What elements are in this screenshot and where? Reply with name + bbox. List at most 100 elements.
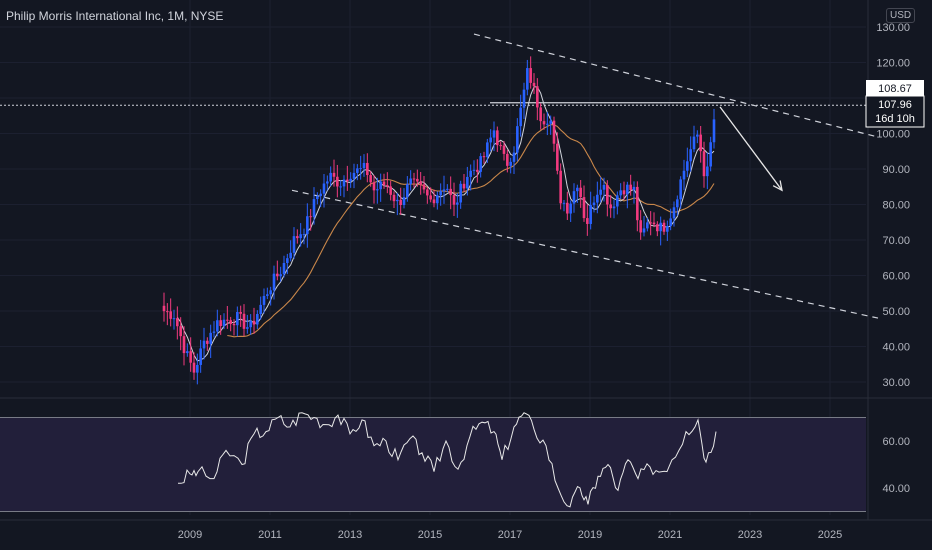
candle-body: [382, 181, 386, 186]
price-tick-label: 60.00: [882, 271, 910, 283]
candle-body: [392, 194, 396, 202]
price-tick-label: 70.00: [882, 235, 910, 247]
candle-body: [216, 320, 219, 332]
candle-body: [306, 216, 309, 235]
candle-body: [499, 145, 502, 147]
rsi-panel: 60.00 40.00: [0, 412, 910, 512]
candle-body: [229, 320, 232, 324]
candle-body: [259, 304, 262, 314]
high-price-tag: [866, 80, 924, 96]
candle-body: [289, 252, 292, 259]
candle-body: [416, 178, 419, 182]
candle-body: [329, 172, 332, 182]
candle-body: [479, 156, 482, 172]
candle-body: [369, 175, 372, 183]
candle-body: [572, 191, 576, 204]
candle-body: [346, 179, 349, 182]
candle-body: [459, 183, 462, 203]
fast-moving-average: [176, 86, 715, 362]
candle-body: [702, 151, 706, 177]
candle-body: [256, 313, 259, 325]
candle-body: [342, 179, 346, 187]
rsi-tick-label: 40.00: [882, 483, 910, 495]
candle-body: [206, 340, 209, 344]
candle-body: [486, 142, 489, 158]
candle-body: [386, 185, 389, 187]
candle-body: [586, 218, 589, 224]
candle-body: [332, 172, 336, 177]
countdown-label: 16d 10h: [875, 113, 915, 125]
candle-body: [166, 311, 169, 313]
candle-body: [252, 320, 256, 325]
candle-body: [566, 202, 569, 214]
candle-body: [529, 68, 532, 83]
candle-body: [626, 184, 629, 195]
candle-body: [509, 161, 512, 166]
candle-body: [619, 190, 622, 196]
candle-body: [236, 311, 239, 326]
candle-body: [569, 203, 572, 214]
price-tick-label: 50.00: [882, 306, 910, 318]
candle-body: [659, 222, 662, 232]
candle-body: [452, 195, 456, 205]
candle-body: [299, 234, 302, 239]
candle-body: [632, 186, 636, 191]
price-tick-label: 130.00: [876, 22, 910, 34]
candle-body: [219, 320, 222, 327]
candle-body: [532, 82, 536, 87]
candle-body: [249, 320, 252, 328]
candle-body: [592, 202, 596, 206]
time-tick-label: 2009: [178, 529, 202, 541]
candle-body: [536, 86, 539, 108]
candle-body: [539, 107, 542, 122]
candle-body: [496, 130, 499, 146]
candle-body: [179, 326, 182, 337]
forecast-arrow-line: [719, 106, 783, 191]
currency-button[interactable]: USD: [886, 8, 916, 23]
candle-body: [679, 179, 682, 200]
time-tick-label: 2025: [818, 529, 842, 541]
candle-body: [506, 153, 509, 166]
candle-body: [436, 195, 439, 204]
candle-body: [706, 166, 709, 177]
candle-body: [376, 189, 379, 191]
candle-body: [402, 197, 406, 205]
forecast-arrow-head: [772, 180, 783, 192]
candle-body: [239, 311, 242, 314]
candle-body: [439, 191, 442, 196]
close-price-label: 107.96: [878, 99, 912, 111]
candle-body: [636, 186, 639, 221]
candle-body: [312, 199, 316, 218]
rsi-band: [0, 417, 866, 512]
candle-body: [169, 311, 172, 319]
candle-body: [669, 218, 672, 227]
candle-body: [599, 189, 602, 195]
close-price-tag: [865, 95, 925, 128]
candle-body: [296, 236, 299, 239]
candle-body: [336, 176, 339, 187]
candle-body: [576, 187, 579, 192]
time-tick-label: 2023: [738, 529, 762, 541]
candle-body: [432, 199, 436, 204]
candle-body: [406, 184, 409, 198]
price-tick-label: 40.00: [882, 342, 910, 354]
candle-body: [689, 149, 692, 162]
candle-body: [176, 318, 179, 327]
candle-body: [502, 145, 506, 154]
candle-body: [349, 178, 352, 182]
time-axis: 2009 2011 2013 2015 2017 2019 2021 2023 2025: [178, 529, 842, 541]
candle-body: [359, 168, 362, 170]
trendline: [291, 189, 879, 319]
candle-body: [602, 184, 606, 190]
candle-body: [542, 121, 546, 125]
price-tick-label: 120.00: [876, 58, 910, 70]
candle-body: [196, 364, 199, 373]
candle-body: [512, 152, 516, 162]
candle-body: [682, 170, 686, 180]
candle-body: [642, 228, 646, 233]
candle-body: [649, 222, 652, 224]
candle-body: [282, 262, 286, 275]
candle-body: [372, 182, 376, 191]
candle-body: [676, 199, 679, 208]
